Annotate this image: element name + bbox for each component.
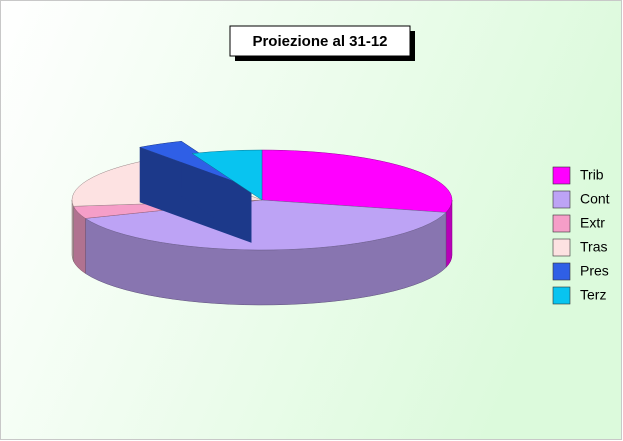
legend-swatch: [552, 262, 571, 281]
pie-slice: [138, 140, 252, 243]
legend-label: Extr: [580, 215, 605, 231]
title-box: [229, 25, 411, 57]
legend-label: Trib: [580, 167, 604, 183]
legend-swatch: [552, 166, 571, 185]
pie-slice: [191, 149, 263, 201]
slice-top: [261, 149, 453, 213]
chart-title: Proiezione al 31-12: [252, 33, 387, 50]
legend: Trib Cont Extr Tras Pres Terz: [552, 166, 610, 305]
legend-swatch: [552, 238, 571, 257]
legend-swatch: [552, 286, 571, 305]
legend-label: Terz: [580, 287, 606, 303]
legend-label: Cont: [580, 191, 610, 207]
pie-slice: [84, 199, 447, 306]
legend-label: Tras: [580, 239, 607, 255]
legend-swatch: [552, 214, 571, 233]
slice-side: [71, 199, 74, 262]
pie: [71, 140, 453, 306]
slice-top: [138, 140, 252, 188]
slice-top: [191, 149, 263, 201]
legend-label: Pres: [580, 263, 609, 279]
legend-swatch: [552, 190, 571, 209]
